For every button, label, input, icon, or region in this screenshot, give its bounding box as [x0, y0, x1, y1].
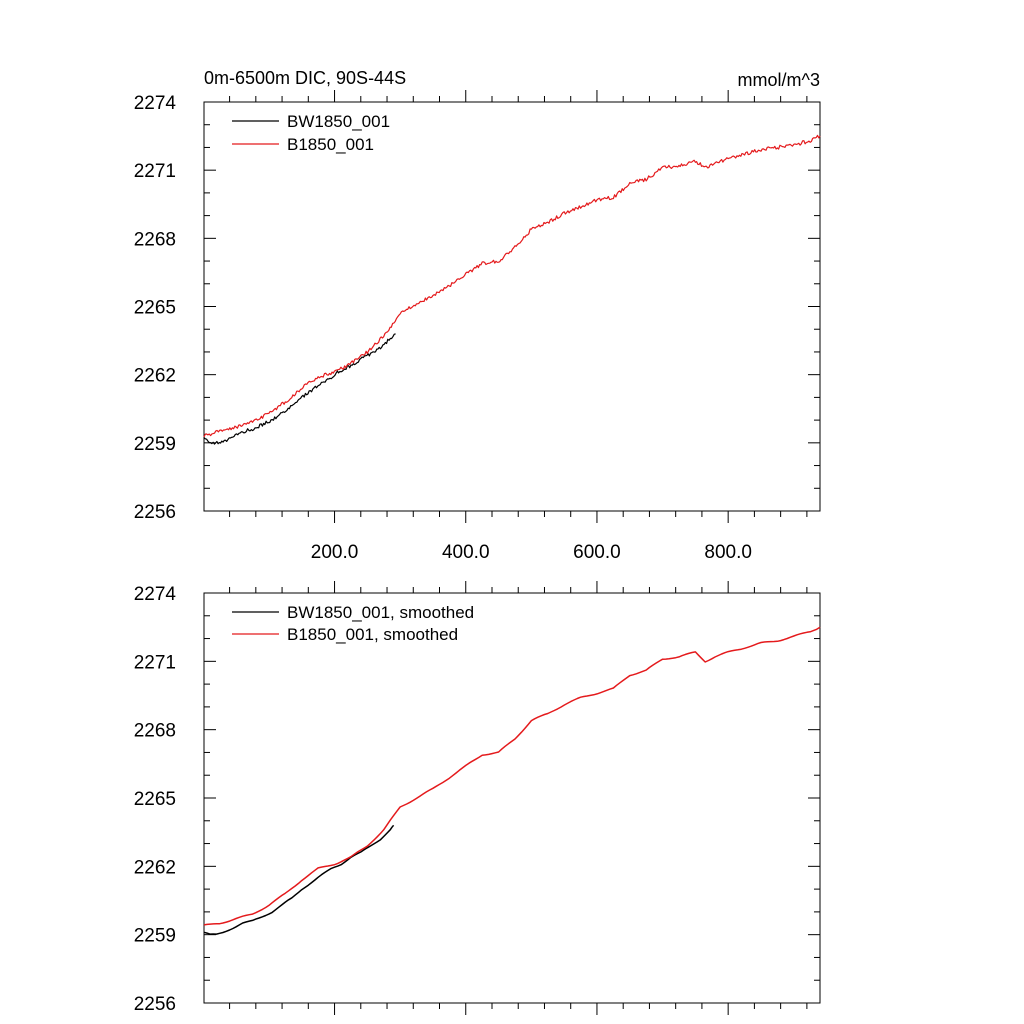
y-tick-label: 2262: [134, 857, 176, 878]
x-tick-label: 800.0: [704, 542, 752, 563]
legend-label-bw1850-smoothed: BW1850_001, smoothed: [287, 603, 474, 622]
series-line-bw1850-001: [203, 333, 396, 445]
legend-label-b1850: B1850_001: [287, 135, 374, 154]
chart-title: 0m-6500m DIC, 90S-44S: [204, 68, 406, 88]
x-tick-label: 600.0: [573, 542, 621, 563]
y-tick-label: 2256: [134, 502, 176, 523]
y-tick-label: 2274: [134, 584, 177, 605]
bottom-panel-y-tick-labels: 2256 2259 2262 2265 2268 2271 2274: [134, 584, 177, 1015]
bottom-panel-series: [203, 626, 821, 935]
y-tick-label: 2265: [134, 789, 176, 810]
y-tick-label: 2271: [134, 652, 176, 673]
y-tick-label: 2271: [134, 161, 176, 182]
y-tick-label: 2274: [134, 93, 177, 114]
y-tick-label: 2268: [134, 229, 176, 250]
y-tick-label: 2259: [134, 926, 176, 947]
bottom-panel-ticks: [204, 581, 820, 1015]
top-panel-y-tick-labels: 2256 2259 2262 2265 2268 2271 2274: [134, 93, 177, 523]
top-panel: 2256 2259 2262 2265 2268 2271 2274 200.0 400.0 6…: [134, 90, 821, 563]
y-tick-label: 2268: [134, 721, 176, 742]
legend-label-b1850-smoothed: B1850_001, smoothed: [287, 625, 458, 644]
top-panel-legend: BW1850_001 B1850_001: [232, 112, 390, 154]
series-line-bw1850-001-smoothed: [203, 824, 395, 935]
top-panel-series: [203, 134, 821, 445]
bottom-panel-legend: BW1850_001, smoothed B1850_001, smoothed: [232, 603, 474, 644]
x-tick-label: 400.0: [442, 542, 490, 563]
top-panel-x-tick-labels: 200.0 400.0 600.0 800.0: [311, 542, 752, 563]
x-tick-label: 200.0: [311, 542, 359, 563]
chart-units: mmol/m^3: [738, 70, 820, 90]
y-tick-label: 2265: [134, 298, 176, 319]
y-tick-label: 2259: [134, 434, 176, 455]
series-line-b1850-001-smoothed: [203, 626, 821, 926]
y-tick-label: 2256: [134, 994, 176, 1015]
legend-label-bw1850: BW1850_001: [287, 112, 390, 131]
bottom-panel: 2256 2259 2262 2265 2268 2271 2274 BW1850_001,…: [134, 581, 821, 1015]
series-line-b1850-001: [203, 134, 821, 438]
y-tick-label: 2262: [134, 366, 176, 387]
